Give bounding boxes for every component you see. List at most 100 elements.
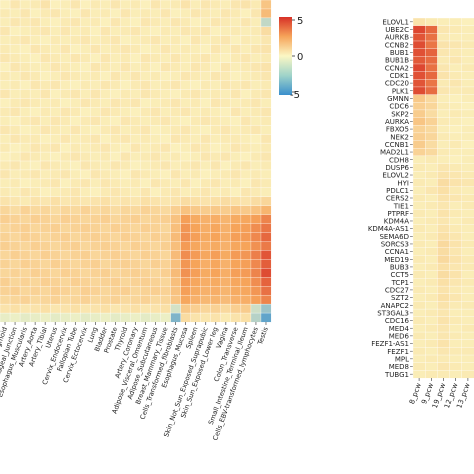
heatmap-cell xyxy=(100,142,111,153)
heatmap-cell xyxy=(80,17,91,28)
heatmap-cell xyxy=(0,250,11,260)
heatmap-cell xyxy=(180,151,192,162)
heatmap-cell xyxy=(190,98,202,108)
heatmap-cell xyxy=(412,48,426,57)
heatmap-cell xyxy=(437,125,450,134)
heatmap-cell xyxy=(9,125,21,135)
heatmap-cell xyxy=(70,53,81,63)
heatmap-cell xyxy=(120,187,131,198)
heatmap-cell xyxy=(150,250,161,260)
heatmap-cell xyxy=(29,259,41,269)
heatmap-cell xyxy=(180,286,192,296)
heatmap-cell xyxy=(160,107,172,117)
heatmap-cell xyxy=(461,331,474,341)
gene-label: PDLC1 xyxy=(386,187,409,195)
heatmap-cell xyxy=(260,133,272,144)
heatmap-cell xyxy=(70,286,81,296)
heatmap-cell xyxy=(160,89,172,99)
heatmap-cell xyxy=(190,44,202,55)
heatmap-cell xyxy=(150,196,161,207)
heatmap-cell xyxy=(412,370,426,379)
heatmap-cell xyxy=(210,160,222,171)
heatmap-cell xyxy=(140,35,151,46)
heatmap-cell xyxy=(425,354,438,364)
heatmap-cell xyxy=(150,259,161,269)
heatmap-cell xyxy=(19,125,31,135)
gene-label: SORCS3 xyxy=(381,241,409,249)
heatmap-cell xyxy=(180,8,192,19)
heatmap-cell xyxy=(50,0,61,10)
heatmap-cell xyxy=(80,133,91,144)
heatmap-cell xyxy=(449,56,463,65)
heatmap-cell xyxy=(0,277,11,287)
heatmap-cell xyxy=(200,205,212,216)
heatmap-cell xyxy=(80,53,91,63)
heatmap-cell xyxy=(461,285,474,295)
heatmap-cell xyxy=(190,107,202,117)
heatmap-cell xyxy=(39,312,51,323)
heatmap-cell xyxy=(90,133,101,144)
colorbar-tick-label-bottom: -5 xyxy=(290,90,300,101)
heatmap-cell xyxy=(412,40,426,50)
heatmap-cell xyxy=(220,160,232,171)
heatmap-cell xyxy=(9,286,21,296)
heatmap-cell xyxy=(230,259,242,269)
heatmap-cell xyxy=(200,71,212,81)
heatmap-cell xyxy=(250,250,262,260)
heatmap-cell xyxy=(437,201,450,210)
heatmap-cell xyxy=(250,196,262,207)
heatmap-cell xyxy=(130,53,141,63)
heatmap-cell xyxy=(130,17,141,28)
heatmap-cell xyxy=(240,62,252,72)
heatmap-cell xyxy=(461,125,474,134)
heatmap-cell xyxy=(260,303,272,314)
gene-label: KDM4A-AS1 xyxy=(368,225,409,233)
heatmap-cell xyxy=(19,205,31,216)
heatmap-cell xyxy=(110,133,121,144)
heatmap-cell xyxy=(240,35,252,46)
heatmap-cell xyxy=(150,142,161,153)
heatmap-cell xyxy=(120,125,131,135)
heatmap-cell xyxy=(240,44,252,55)
heatmap-cell xyxy=(170,178,182,189)
heatmap-cell xyxy=(230,223,242,233)
heatmap-cell xyxy=(140,196,151,207)
heatmap-cell xyxy=(412,285,426,295)
heatmap-cell xyxy=(100,53,111,63)
heatmap-cell xyxy=(140,232,151,242)
heatmap-cell xyxy=(120,71,131,81)
heatmap-cell xyxy=(140,26,151,37)
heatmap-cell xyxy=(39,196,51,207)
heatmap-cell xyxy=(29,268,41,278)
heatmap-cell xyxy=(19,53,31,63)
heatmap-cell xyxy=(425,63,438,72)
heatmap-cell xyxy=(100,125,111,135)
heatmap-cell xyxy=(60,151,71,162)
heatmap-cell xyxy=(260,0,272,10)
heatmap-cell xyxy=(190,178,202,189)
heatmap-cell xyxy=(19,89,31,99)
heatmap-cell xyxy=(437,94,450,103)
heatmap-cell xyxy=(437,117,450,126)
heatmap-cell xyxy=(29,187,41,198)
heatmap-cell xyxy=(39,294,51,305)
heatmap-cell xyxy=(100,62,111,72)
heatmap-cell xyxy=(29,232,41,242)
heatmap-cell xyxy=(19,44,31,55)
heatmap-cell xyxy=(210,187,222,198)
heatmap-cell xyxy=(110,205,121,216)
heatmap-cell xyxy=(9,277,21,287)
heatmap-cell xyxy=(9,268,21,278)
heatmap-cell xyxy=(70,214,81,224)
heatmap-cell xyxy=(160,71,172,81)
heatmap-cell xyxy=(210,133,222,144)
heatmap-cell xyxy=(425,262,438,272)
heatmap-cell xyxy=(120,178,131,189)
heatmap-cell xyxy=(140,17,151,28)
heatmap-cell xyxy=(250,107,262,117)
heatmap-cell xyxy=(50,62,61,72)
heatmap-cell xyxy=(461,347,474,356)
heatmap-cell xyxy=(110,26,121,37)
heatmap-cell xyxy=(170,187,182,198)
heatmap-cell xyxy=(90,80,101,90)
